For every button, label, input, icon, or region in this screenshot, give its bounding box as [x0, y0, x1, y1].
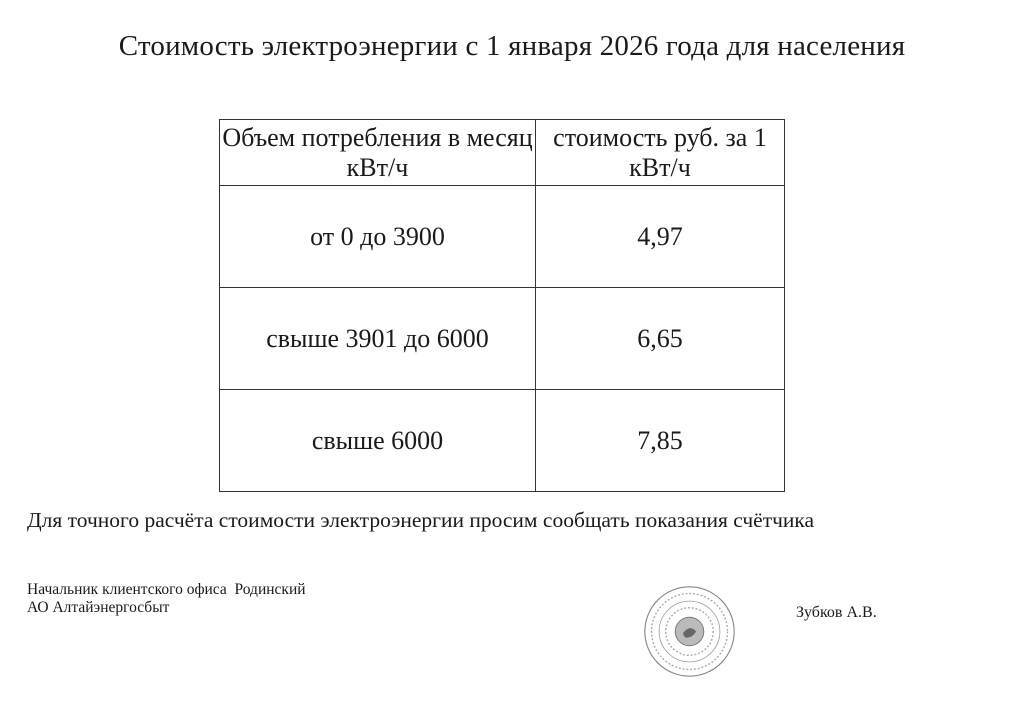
cell-volume: свыше 6000 [219, 389, 536, 492]
cell-volume: от 0 до 3900 [219, 185, 536, 288]
header-volume: Объем потребления в месяц кВт/ч [219, 119, 536, 186]
cell-volume: свыше 3901 до 6000 [219, 287, 536, 390]
document-title: Стоимость электроэнергии с 1 января 2026… [118, 30, 906, 62]
position-title: Начальник клиентского офиса Родинский [27, 581, 306, 598]
cell-price: 6,65 [535, 287, 785, 390]
cell-price: 7,85 [535, 389, 785, 492]
header-price: стоимость руб. за 1 кВт/ч [535, 119, 785, 186]
company-name: АО Алтайэнергосбыт [27, 599, 170, 616]
table-row: свыше 6000 7,85 [219, 389, 785, 492]
footer-signature-block: Начальник клиентского офиса Родинский АО… [27, 581, 306, 617]
tariff-table: Объем потребления в месяц кВт/ч стоимост… [219, 119, 785, 492]
signatory-name: Зубков А.В. [796, 604, 877, 621]
meter-reading-note: Для точного расчёта стоимости электроэне… [27, 508, 815, 532]
table-row: свыше 3901 до 6000 6,65 [219, 287, 785, 390]
cell-price: 4,97 [535, 185, 785, 288]
table-row: от 0 до 3900 4,97 [219, 185, 785, 288]
table-header-row: Объем потребления в месяц кВт/ч стоимост… [219, 119, 785, 186]
company-stamp [644, 586, 735, 677]
